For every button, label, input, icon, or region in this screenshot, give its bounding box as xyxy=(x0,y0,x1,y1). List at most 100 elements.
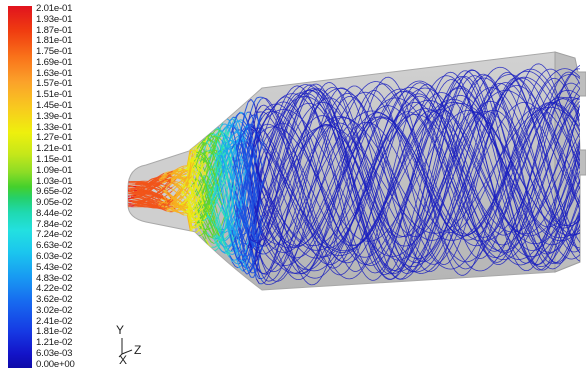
streamline-segment xyxy=(356,236,360,240)
colorbar-label: 1.33e-01 xyxy=(36,121,73,133)
streamline-segment xyxy=(502,67,506,69)
streamline-segment xyxy=(449,118,453,122)
streamline-segment xyxy=(529,238,534,244)
streamline-segment xyxy=(240,119,244,121)
streamline-segment xyxy=(373,123,377,127)
colorbar-label: 6.03e-02 xyxy=(36,250,73,262)
streamline-segment xyxy=(551,77,555,80)
colorbar-label: 1.63e-01 xyxy=(36,67,73,79)
streamline-segment xyxy=(523,112,527,116)
colorbar-label: 1.21e-02 xyxy=(36,337,73,349)
colorbar-label: 1.45e-01 xyxy=(36,100,73,112)
streamline-segment xyxy=(302,253,306,257)
streamline-segment xyxy=(337,146,341,153)
colorbar-gradient xyxy=(8,6,32,368)
streamline-segment xyxy=(234,265,239,269)
streamline-segment xyxy=(128,197,132,200)
streamline-segment xyxy=(326,194,330,200)
streamline-segment xyxy=(539,117,543,125)
streamline-segment xyxy=(574,204,579,214)
streamline-segment xyxy=(430,187,434,195)
streamline-segment xyxy=(464,76,468,78)
streamline-segment xyxy=(319,220,323,227)
streamline-segment xyxy=(465,114,470,124)
streamline-segment xyxy=(447,172,452,183)
streamline-segment xyxy=(231,261,236,267)
colorbar-label: 1.51e-01 xyxy=(36,89,73,101)
streamline-segment xyxy=(408,273,413,277)
streamline-segment xyxy=(578,95,580,99)
streamline-segment xyxy=(411,86,415,89)
streamline-segment xyxy=(578,68,580,70)
streamline-segment xyxy=(421,145,426,155)
colorbar-label: 1.21e-01 xyxy=(36,143,73,155)
streamline-segment xyxy=(216,212,221,225)
streamline-segment xyxy=(442,211,446,217)
streamline-segment xyxy=(540,144,545,155)
streamline-segment xyxy=(499,186,503,194)
streamline-segment xyxy=(265,237,269,241)
streamline-segment xyxy=(553,117,557,122)
streamline-segment xyxy=(401,113,405,118)
streamline-segment xyxy=(124,199,127,200)
streamline-segment xyxy=(405,275,410,279)
colorbar-label: 7.24e-02 xyxy=(36,229,73,241)
streamline-segment xyxy=(377,107,381,111)
streamline-segment xyxy=(278,101,282,104)
streamline-segment xyxy=(379,256,384,261)
colorbar-label: 1.93e-01 xyxy=(36,13,73,25)
streamline-segment xyxy=(293,138,297,143)
streamline-segment xyxy=(294,272,298,275)
streamline-segment xyxy=(294,87,299,91)
streamline-segment xyxy=(577,195,580,206)
streamline-segment xyxy=(200,135,205,139)
streamline-segment xyxy=(124,201,127,202)
streamline-segment xyxy=(391,144,395,151)
streamline-segment xyxy=(535,112,539,117)
streamline-segment xyxy=(325,181,330,191)
streamline-segment xyxy=(284,101,288,103)
streamline-segment xyxy=(296,85,300,87)
streamline-segment xyxy=(445,216,449,222)
streamline-segment xyxy=(291,89,296,95)
streamline-segment xyxy=(261,159,266,170)
streamline-segment xyxy=(516,82,521,88)
streamline-segment xyxy=(177,166,182,169)
streamline-segment xyxy=(361,256,365,258)
streamline-segment xyxy=(288,93,293,99)
streamline-segment xyxy=(475,202,479,209)
streamline-segment xyxy=(331,158,335,165)
streamline-segment xyxy=(445,231,449,233)
streamline-segment xyxy=(562,130,566,137)
streamline-segment xyxy=(358,258,363,263)
streamline-segment xyxy=(279,109,284,118)
colorbar-label: 7.84e-02 xyxy=(36,218,73,230)
colorbar-label: 1.39e-01 xyxy=(36,110,73,122)
streamline-segment xyxy=(374,262,378,266)
streamline-segment xyxy=(475,100,480,106)
streamline-segment xyxy=(268,280,272,282)
streamline-segment xyxy=(281,248,285,253)
streamline-segment xyxy=(415,80,419,82)
streamline-segment xyxy=(505,177,510,188)
streamline-segment xyxy=(372,239,377,248)
streamline-segment xyxy=(440,196,444,204)
streamline-segment xyxy=(489,69,494,73)
streamline-segment xyxy=(269,126,273,128)
streamline-segment xyxy=(379,128,383,133)
colorbar-label: 1.15e-01 xyxy=(36,153,73,165)
streamline-segment xyxy=(375,247,380,255)
streamline-segment xyxy=(437,133,441,140)
streamline-segment xyxy=(504,68,509,71)
streamline-segment xyxy=(514,151,518,159)
streamline-segment xyxy=(427,180,431,188)
streamline-segment xyxy=(454,230,458,233)
streamline-segment xyxy=(260,208,264,217)
streamline-segment xyxy=(577,127,580,133)
colorbar-label: 0.00e+00 xyxy=(36,358,75,370)
colorbar-label: 2.01e-01 xyxy=(36,3,73,14)
streamline-segment xyxy=(181,165,185,168)
streamline-segment xyxy=(493,164,497,172)
streamline-segment xyxy=(523,131,527,139)
streamline-segment xyxy=(448,99,452,101)
